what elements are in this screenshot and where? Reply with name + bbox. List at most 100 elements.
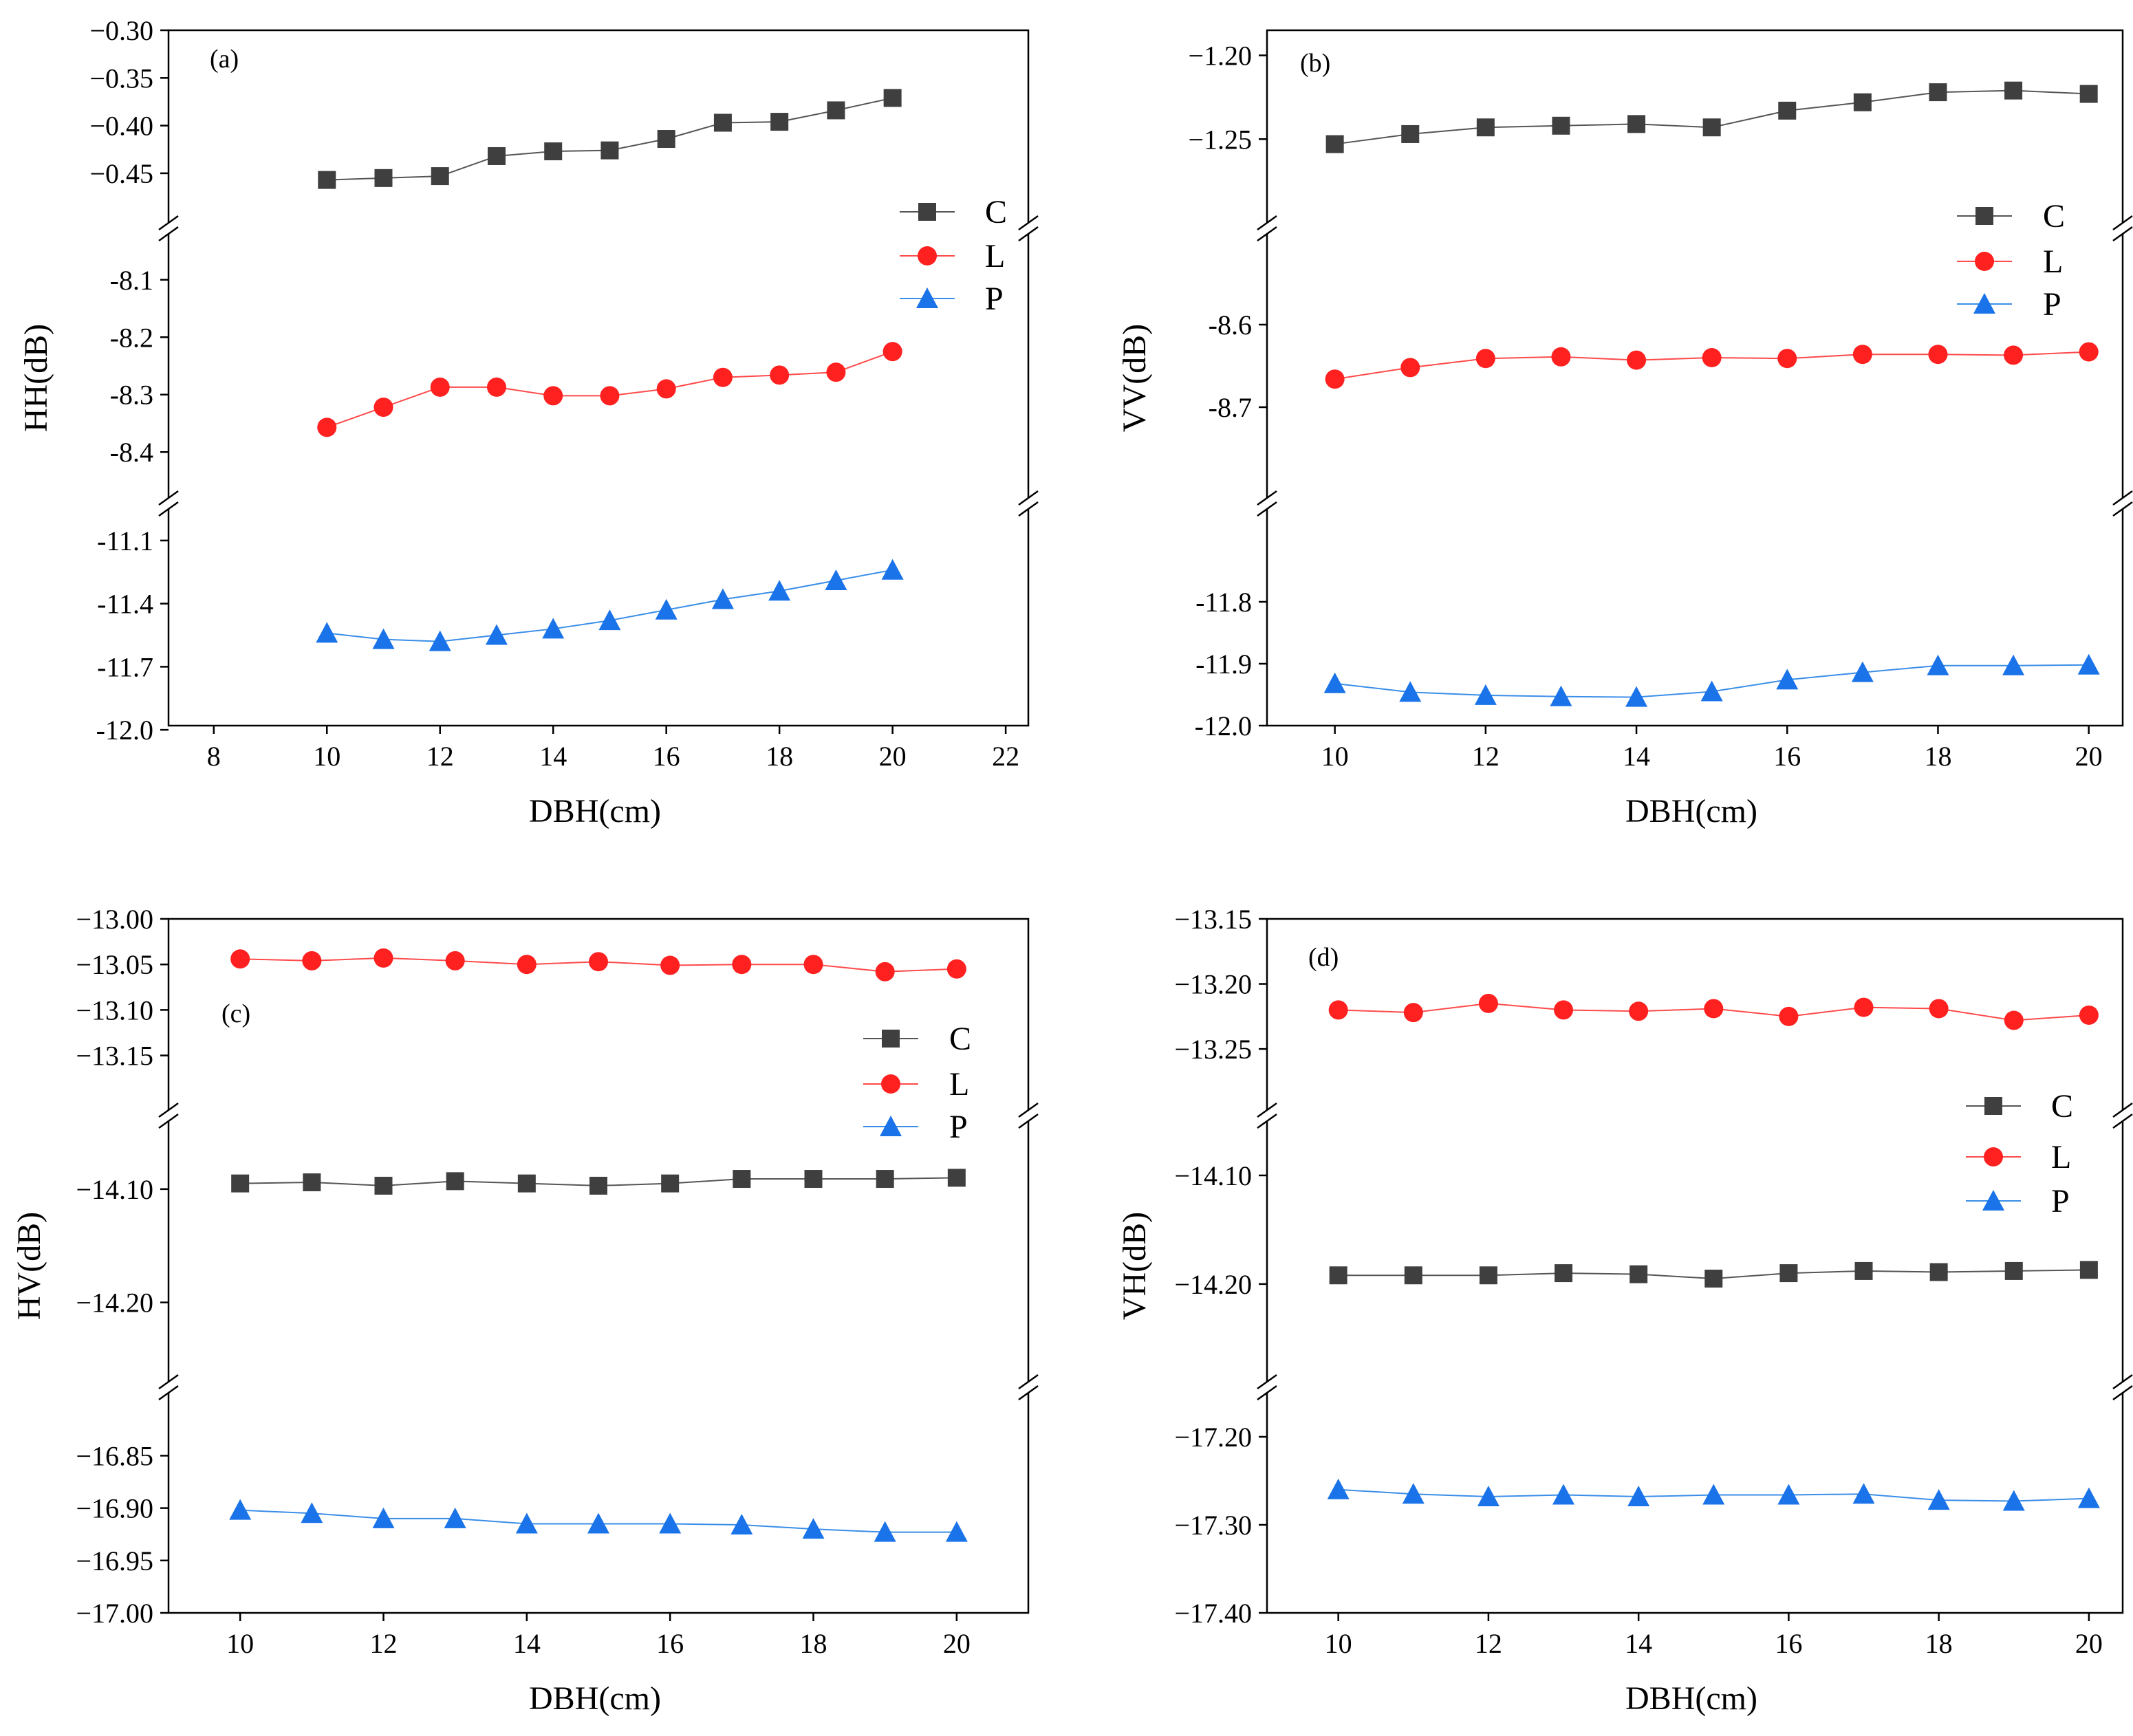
data-point-C xyxy=(544,142,563,161)
data-point-L xyxy=(430,377,450,397)
data-point-P xyxy=(515,1512,538,1534)
axis-break-mark xyxy=(1257,215,1277,231)
x-tick-label: 14 xyxy=(1623,741,1650,772)
legend-label-P: P xyxy=(949,1109,968,1145)
legend-label-L: L xyxy=(949,1066,969,1103)
x-tick-label: 22 xyxy=(992,741,1019,772)
x-tick-label: 16 xyxy=(1773,741,1801,772)
x-tick-label: 20 xyxy=(943,1628,971,1659)
data-point-C xyxy=(883,89,902,107)
series-line-P xyxy=(327,569,893,642)
y-tick-label: -12.0 xyxy=(1195,710,1252,741)
y-tick-label: −1.25 xyxy=(1188,124,1252,155)
data-point-C xyxy=(1702,118,1721,137)
panel-label: (c) xyxy=(221,999,250,1028)
x-tick-label: 18 xyxy=(766,741,793,772)
data-point-C xyxy=(2004,81,2023,100)
axis-break-mark xyxy=(158,1374,179,1390)
data-point-C xyxy=(1929,1263,1948,1281)
data-point-P xyxy=(802,1518,825,1539)
legend-label-L: L xyxy=(2051,1139,2071,1175)
data-point-P xyxy=(429,630,451,651)
data-point-P xyxy=(881,558,904,580)
data-point-P xyxy=(1851,661,1874,682)
data-point-L xyxy=(1704,999,1724,1019)
data-point-L xyxy=(600,386,620,406)
axis-break-mark xyxy=(1018,1374,1039,1390)
x-tick-label: 12 xyxy=(426,741,454,772)
y-tick-label: −17.30 xyxy=(1174,1510,1252,1541)
x-axis-title: DBH(cm) xyxy=(1625,793,1757,829)
axis-break-mark xyxy=(2112,1102,2133,1118)
data-point-C xyxy=(318,171,336,189)
legend-label-C: C xyxy=(2051,1088,2073,1125)
data-point-L xyxy=(1551,347,1571,367)
data-point-L xyxy=(543,386,563,406)
axis-break-mark xyxy=(2112,1113,2133,1129)
data-point-L xyxy=(1478,993,1498,1013)
data-point-L xyxy=(373,948,393,968)
y-axis-title: HH(dB) xyxy=(18,324,54,432)
x-tick-label: 20 xyxy=(2075,741,2103,772)
data-point-C xyxy=(303,1173,321,1191)
data-point-C xyxy=(661,1174,680,1193)
axis-break-gap xyxy=(2119,498,2127,509)
x-tick-label: 20 xyxy=(2075,1628,2103,1659)
y-tick-label: -8.1 xyxy=(110,265,153,296)
axis-break-mark xyxy=(1257,1102,1277,1118)
axis-break-gap xyxy=(2119,223,2127,234)
x-tick-label: 14 xyxy=(1625,1628,1652,1659)
y-tick-label: −14.20 xyxy=(1174,1269,1252,1300)
data-point-P xyxy=(1550,685,1572,706)
x-tick-label: 18 xyxy=(1924,741,1951,772)
axis-break-mark xyxy=(1257,1374,1277,1390)
x-tick-label: 10 xyxy=(313,741,340,772)
data-point-C xyxy=(589,1176,607,1195)
axis-break-mark xyxy=(2112,490,2133,506)
axis-break-mark xyxy=(1018,1113,1039,1129)
panel-b: 10 12 14 16 18 20 -12.0 -11.9 -11.8 -8.7 -8.6 −1.25… xyxy=(1116,29,2133,829)
y-tick-label: −13.25 xyxy=(1174,1034,1252,1065)
data-point-P xyxy=(1552,1484,1575,1505)
y-tick-label: -11.4 xyxy=(97,589,153,620)
data-point-C xyxy=(231,1174,250,1193)
data-point-L xyxy=(660,955,680,975)
y-tick-label: -12.0 xyxy=(96,715,153,746)
y-tick-label: −0.45 xyxy=(89,158,153,189)
data-point-P xyxy=(945,1521,968,1542)
axis-break-mark xyxy=(1018,226,1039,242)
data-point-C xyxy=(1555,1264,1573,1283)
x-tick-label: 18 xyxy=(800,1628,827,1659)
data-point-C xyxy=(1325,135,1344,153)
y-tick-label: −14.10 xyxy=(1174,1160,1252,1191)
series-line-C xyxy=(327,97,893,181)
axis-break-gap xyxy=(164,1110,173,1121)
data-point-C xyxy=(517,1174,536,1193)
y-tick-label: −17.00 xyxy=(76,1598,153,1629)
series-C xyxy=(1325,81,2098,153)
x-tick-label: 10 xyxy=(226,1628,254,1659)
data-point-C xyxy=(1479,1266,1497,1285)
data-point-P xyxy=(1776,669,1799,690)
data-point-C xyxy=(770,113,789,131)
data-point-L xyxy=(1928,345,1948,365)
data-point-L xyxy=(2004,345,2024,365)
axis-break-mark xyxy=(2112,226,2133,242)
series-C xyxy=(231,1169,966,1195)
data-point-L xyxy=(732,955,752,975)
data-point-C xyxy=(374,1176,393,1195)
data-point-P xyxy=(1777,1484,1800,1505)
y-tick-label: -8.2 xyxy=(110,322,153,353)
legend-label-L: L xyxy=(2043,243,2063,280)
legend-label-C: C xyxy=(985,194,1007,230)
data-point-P xyxy=(372,628,395,649)
data-point-P xyxy=(1402,1483,1425,1504)
y-tick-label: −17.20 xyxy=(1174,1422,1252,1453)
data-point-L xyxy=(1777,349,1797,369)
series-L xyxy=(317,342,902,437)
y-tick-label: −0.40 xyxy=(89,111,153,142)
axis-break-gap xyxy=(1263,1382,1271,1393)
x-tick-label: 12 xyxy=(1475,1628,1502,1659)
axis-break-gap xyxy=(2119,1110,2127,1121)
